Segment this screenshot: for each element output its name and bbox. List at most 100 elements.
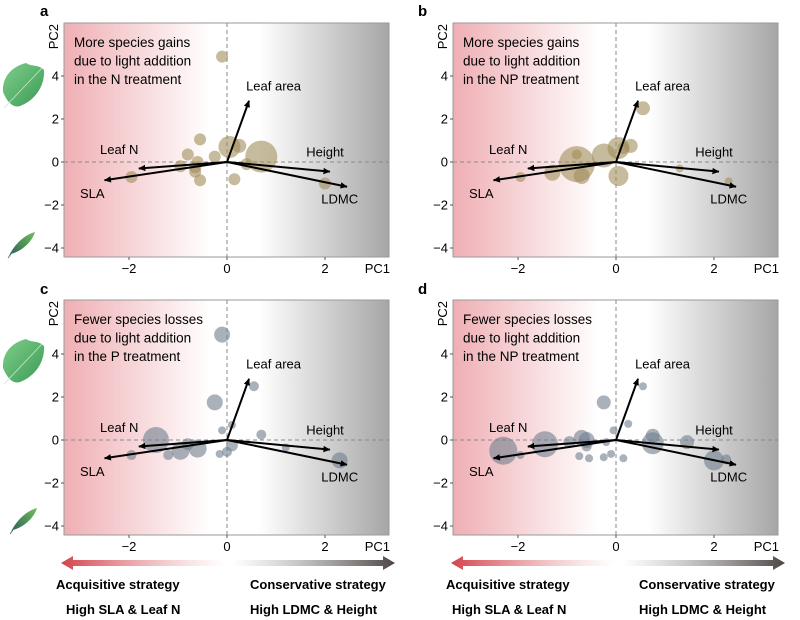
x-tick-label: −2: [122, 539, 137, 554]
x-axis-label: PC1: [365, 261, 390, 276]
trait-label-ldmc: LDMC: [710, 192, 747, 207]
trait-vector-ldmc: [615, 161, 737, 189]
y-tick-label: 0: [441, 433, 448, 448]
panel-d: d −4 −2 0 2 4 −2 0 2 PC1 PC2 Leaf area Leaf N SLA Heig…: [418, 281, 779, 554]
trait-vector-sla: [104, 439, 228, 461]
species-point: [163, 450, 174, 461]
panel-annotation-line: due to light addition: [463, 54, 580, 69]
trait-vector-ldmc: [226, 161, 348, 189]
panel-c: c −4 −2 0 2 4 −2 0 2 PC1 PC2 Leaf area Leaf N SLA Heig…: [40, 281, 390, 554]
trait-label-leaf-n: Leaf N: [489, 420, 527, 435]
trait-vector-leaf-n: [138, 439, 228, 450]
y-tick-label: 2: [52, 112, 59, 127]
panel-annotation-line: More species gains: [463, 35, 580, 50]
trait-vector-sla: [104, 161, 228, 183]
panel-annotation-line: in the N treatment: [74, 72, 182, 87]
species-point: [194, 174, 207, 187]
y-tick-label: −4: [44, 241, 59, 256]
trait-vector-ldmc: [615, 439, 737, 467]
y-tick-label: −4: [44, 519, 59, 534]
acquisitive-title-left: Acquisitive strategy: [56, 577, 180, 592]
narrow-leaf-icon-top: [7, 232, 35, 259]
trait-label-leaf-n: Leaf N: [489, 142, 527, 157]
trait-label-sla: SLA: [469, 186, 494, 201]
y-tick-label: −2: [433, 198, 448, 213]
species-point: [218, 426, 227, 435]
panel-letter: b: [418, 3, 427, 20]
panel-b: b −4 −2 0 2 4 −2 0 2 PC1 PC2 Leaf area Leaf N SLA Heig…: [418, 3, 779, 276]
conservative-subtitle-right: High LDMC & Height: [639, 602, 767, 617]
panel-annotation-line: due to light addition: [74, 54, 191, 69]
x-tick-label: 2: [710, 539, 717, 554]
species-point: [571, 149, 582, 160]
trait-label-height: Height: [695, 422, 733, 437]
trait-vector-sla: [493, 439, 617, 461]
species-point: [256, 429, 267, 440]
panel-annotation-line: due to light addition: [74, 331, 191, 346]
trait-label-sla: SLA: [469, 464, 494, 479]
species-point: [585, 454, 594, 463]
y-tick-label: 2: [52, 390, 59, 405]
trait-vector-leaf-area: [615, 378, 639, 441]
species-point: [331, 452, 348, 469]
species-point: [575, 452, 584, 461]
species-point: [624, 419, 633, 428]
conservative-subtitle-left: High LDMC & Height: [250, 602, 378, 617]
y-tick-label: −2: [433, 476, 448, 491]
acquisitive-subtitle-right: High SLA & Leaf N: [452, 602, 566, 617]
x-tick-label: 2: [710, 261, 717, 276]
x-tick-label: 0: [612, 539, 619, 554]
y-tick-label: 0: [441, 155, 448, 170]
y-axis-label: PC2: [46, 24, 61, 49]
x-tick-label: −2: [122, 261, 137, 276]
trait-label-leaf-area: Leaf area: [246, 79, 302, 94]
panel-annotation-line: Fewer species losses: [463, 312, 592, 327]
y-axis-label: PC2: [435, 301, 450, 326]
x-axis-label: PC1: [754, 261, 779, 276]
y-tick-label: 0: [52, 155, 59, 170]
panel-letter: a: [40, 3, 49, 20]
trait-vector-leaf-n: [527, 161, 617, 172]
species-point: [216, 50, 229, 63]
trait-vector-height: [615, 439, 720, 453]
species-point: [222, 446, 232, 457]
trait-label-leaf-area: Leaf area: [246, 357, 302, 372]
plot-background: [452, 299, 779, 536]
trait-label-height: Height: [695, 144, 733, 159]
species-point: [489, 436, 518, 465]
panel-annotation-line: due to light addition: [463, 331, 580, 346]
panel-annotation-line: in the NP treatment: [463, 349, 579, 364]
species-point: [608, 165, 629, 186]
trait-vector-leaf-n: [527, 439, 617, 450]
y-tick-label: 4: [441, 347, 448, 362]
panel-letter: c: [40, 281, 48, 298]
acquisitive-arrow: [451, 556, 614, 570]
species-point: [228, 173, 241, 186]
species-point: [194, 133, 207, 146]
trait-vector-height: [226, 161, 331, 175]
y-tick-label: 4: [441, 69, 448, 84]
panel-annotation-line: More species gains: [74, 35, 191, 50]
species-point: [215, 449, 224, 458]
panel-a: a −4 −2 0 2 4 −2 0 2 PC1 PC2 Leaf area Leaf N SLA Heig…: [40, 3, 390, 276]
x-tick-label: −2: [511, 261, 526, 276]
y-tick-label: 2: [441, 390, 448, 405]
x-tick-label: 0: [612, 261, 619, 276]
trait-vector-leaf-area: [226, 378, 250, 441]
species-point: [638, 382, 647, 391]
trait-label-sla: SLA: [80, 464, 105, 479]
x-tick-label: 2: [321, 539, 328, 554]
species-point: [214, 326, 231, 343]
trait-vector-sla: [493, 161, 617, 183]
conservative-title-right: Conservative strategy: [639, 577, 776, 592]
strategy-arrows-right: [451, 556, 785, 570]
acquisitive-arrow: [61, 556, 224, 570]
trait-label-height: Height: [306, 144, 344, 159]
species-point: [563, 436, 576, 449]
x-tick-label: 0: [223, 539, 230, 554]
y-tick-label: −2: [44, 198, 59, 213]
x-axis-label: PC1: [365, 539, 390, 554]
species-point: [232, 138, 247, 153]
species-point: [544, 164, 561, 181]
acquisitive-subtitle-left: High SLA & Leaf N: [66, 602, 180, 617]
